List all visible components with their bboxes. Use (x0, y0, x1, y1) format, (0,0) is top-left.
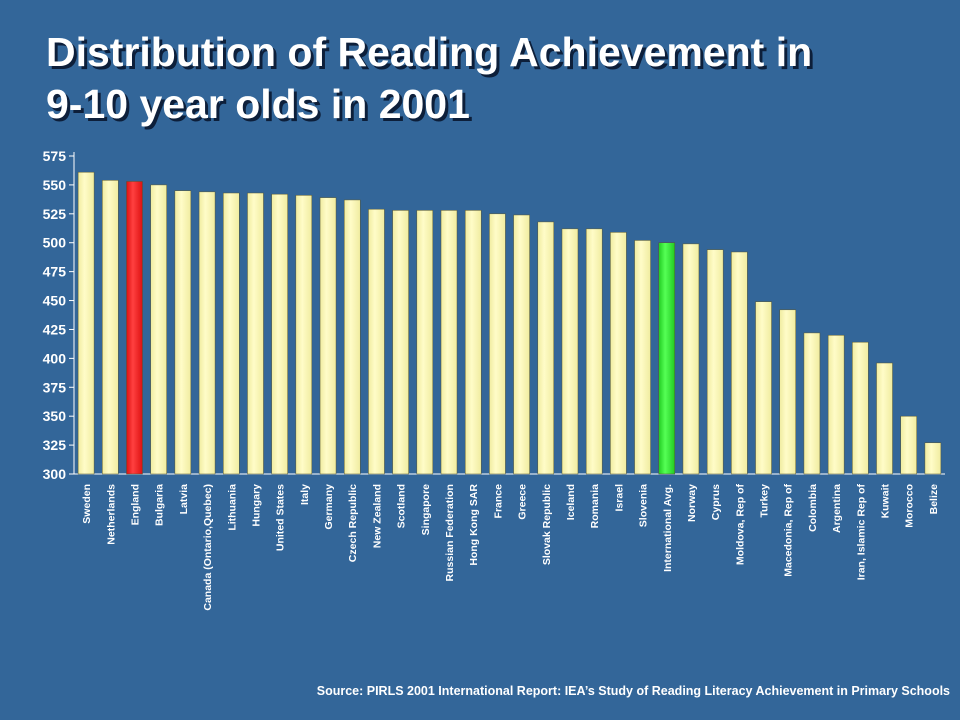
x-tick-label: Hungary (250, 484, 262, 527)
x-tick-label: Iceland (565, 484, 577, 520)
x-tick-label: International Avg. (662, 484, 674, 572)
bar (319, 197, 337, 475)
x-tick-label: Bulgaria (154, 484, 166, 526)
x-tick-label: Russian Federation (444, 484, 456, 581)
bar (852, 341, 869, 475)
y-tick-label: 575 (43, 148, 67, 164)
bar (416, 210, 434, 475)
bar (779, 309, 796, 475)
y-tick-label: 525 (43, 206, 67, 222)
x-tick-label: Belize (928, 484, 940, 515)
bar (247, 192, 264, 475)
x-tick-label: Iran, Islamic Rep of (855, 483, 867, 580)
bar (295, 195, 313, 475)
y-tick-label: 375 (43, 379, 67, 395)
bar (682, 243, 700, 475)
bar (803, 332, 821, 475)
bar (392, 210, 409, 475)
y-tick-label: 300 (43, 466, 67, 482)
x-tick-label: New Zealand (371, 484, 383, 548)
bar (150, 184, 167, 475)
bar (223, 192, 240, 475)
y-tick-label: 550 (43, 177, 67, 193)
bar (755, 301, 772, 475)
bar (610, 232, 627, 475)
y-tick-label: 400 (43, 350, 67, 366)
bar (924, 442, 942, 475)
x-tick-label: United States (275, 484, 287, 551)
x-tick-label: Turkey (759, 484, 771, 518)
bar (198, 191, 216, 475)
bar (343, 199, 361, 475)
bar (634, 240, 651, 475)
x-tick-label: Czech Republic (347, 484, 359, 562)
x-tick-label: Romania (589, 484, 601, 529)
bar (102, 180, 119, 475)
y-tick-label: 475 (43, 264, 67, 280)
bar (731, 251, 748, 475)
x-tick-label: Singapore (420, 484, 432, 536)
bar (77, 171, 95, 475)
x-tick-label: Scotland (396, 484, 408, 528)
y-tick-label: 425 (43, 321, 67, 337)
bar (561, 228, 579, 475)
x-tick-label: Morocco (904, 484, 916, 528)
bar (368, 208, 385, 475)
x-tick-label: Macedonia, Rep of (783, 484, 795, 577)
bar (876, 362, 893, 475)
x-tick-label: Latvia (178, 484, 190, 515)
bar (900, 415, 917, 475)
x-tick-label: Slovak Republic (541, 484, 553, 565)
title-line-2: 9-10 year olds in 2001 (46, 81, 470, 127)
bar (537, 221, 555, 475)
bar (271, 193, 288, 475)
bar (585, 228, 603, 475)
x-tick-label: Canada (Ontario,Quebec) (202, 484, 214, 611)
x-tick-label: Lithuania (226, 484, 238, 531)
bar (440, 210, 458, 475)
bar (658, 242, 676, 475)
x-tick-label: Sweden (81, 484, 93, 524)
x-tick-label: Moldova, Rep of (734, 484, 746, 566)
x-tick-label: Cyprus (710, 484, 722, 520)
x-tick-label: Hong Kong SAR (468, 484, 480, 566)
x-tick-label: Argentina (831, 484, 843, 533)
x-tick-label: Germany (323, 484, 335, 530)
x-tick-label: Norway (686, 484, 698, 522)
source-note: Source: PIRLS 2001 International Report:… (316, 684, 950, 698)
y-tick-label: 325 (43, 437, 67, 453)
chart-title: Distribution of Reading Achievement in 9… (46, 26, 926, 130)
bar (464, 210, 482, 475)
x-tick-label: England (129, 484, 141, 525)
bar (827, 334, 845, 475)
x-tick-label: Slovenia (638, 484, 650, 527)
bar (126, 181, 143, 475)
bar (174, 190, 192, 475)
x-tick-label: Greece (517, 484, 529, 520)
y-tick-label: 350 (43, 408, 67, 424)
x-tick-label: France (492, 484, 504, 519)
title-line-1: Distribution of Reading Achievement in (46, 29, 813, 75)
x-tick-label: Netherlands (105, 484, 117, 545)
bar (513, 214, 530, 475)
x-tick-label: Kuwait (880, 484, 892, 519)
bar (706, 249, 724, 475)
x-tick-label: Colombia (807, 484, 819, 532)
bar (489, 213, 506, 475)
x-tick-label: Italy (299, 484, 311, 505)
y-tick-label: 450 (43, 293, 67, 309)
y-tick-label: 500 (43, 235, 67, 251)
x-tick-label: Israel (613, 484, 625, 512)
bar-chart: 300 325 350 375 400 425 450 475 500 525 550 575 Swed… (43, 148, 945, 611)
